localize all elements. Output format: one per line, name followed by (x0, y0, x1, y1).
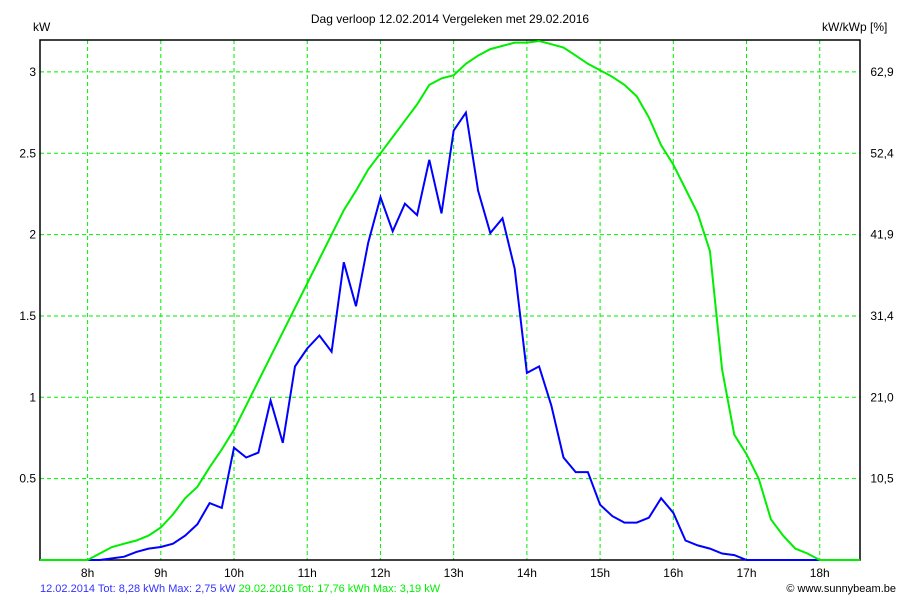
x-tick-label: 15h (590, 566, 610, 580)
y2-tick-label: 31,4 (870, 309, 894, 323)
x-tick-label: 13h (444, 566, 464, 580)
y2-tick-label: 52,4 (870, 146, 894, 160)
y-tick-label: 1.5 (19, 309, 36, 323)
y2-tick-label: 62,9 (870, 65, 894, 79)
credit: © www.sunnybeam.be (786, 583, 896, 595)
y-tick-label: 3 (29, 65, 36, 79)
y2-axis-label: kW/kWp [%] (822, 20, 888, 34)
x-tick-label: 14h (517, 566, 537, 580)
plot-frame (39, 39, 861, 561)
x-tick-label: 18h (810, 566, 830, 580)
chart-title: Dag verloop 12.02.2014 Vergeleken met 29… (310, 12, 590, 26)
legend: 12.02.2014 Tot: 8,28 kWh Max: 2,75 kW 29… (40, 583, 440, 595)
series-line-1 (40, 109, 860, 561)
y-tick-label: 0.5 (19, 472, 36, 486)
x-tick-label: 10h (224, 566, 244, 580)
y-tick-label: 2.5 (19, 146, 36, 160)
y-tick-label: 1 (29, 390, 36, 404)
y-tick-label: 2 (29, 228, 36, 242)
x-tick-label: 12h (370, 566, 390, 580)
legend-series-2: 29.02.2016 Tot: 17,76 kWh Max: 3,19 kW (238, 583, 441, 595)
x-tick-label: 8h (81, 566, 94, 580)
y2-tick-label: 21,0 (870, 390, 894, 404)
x-tick-label: 17h (737, 566, 757, 580)
y2-tick-label: 10,5 (870, 472, 894, 486)
x-tick-label: 9h (154, 566, 167, 580)
legend-series-1: 12.02.2014 Tot: 8,28 kWh Max: 2,75 kW (40, 583, 236, 595)
series-line-2 (40, 39, 860, 561)
x-tick-label: 16h (663, 566, 683, 580)
y2-tick-label: 41,9 (870, 228, 894, 242)
y-axis-label: kW (33, 20, 51, 34)
x-tick-label: 11h (298, 566, 317, 580)
